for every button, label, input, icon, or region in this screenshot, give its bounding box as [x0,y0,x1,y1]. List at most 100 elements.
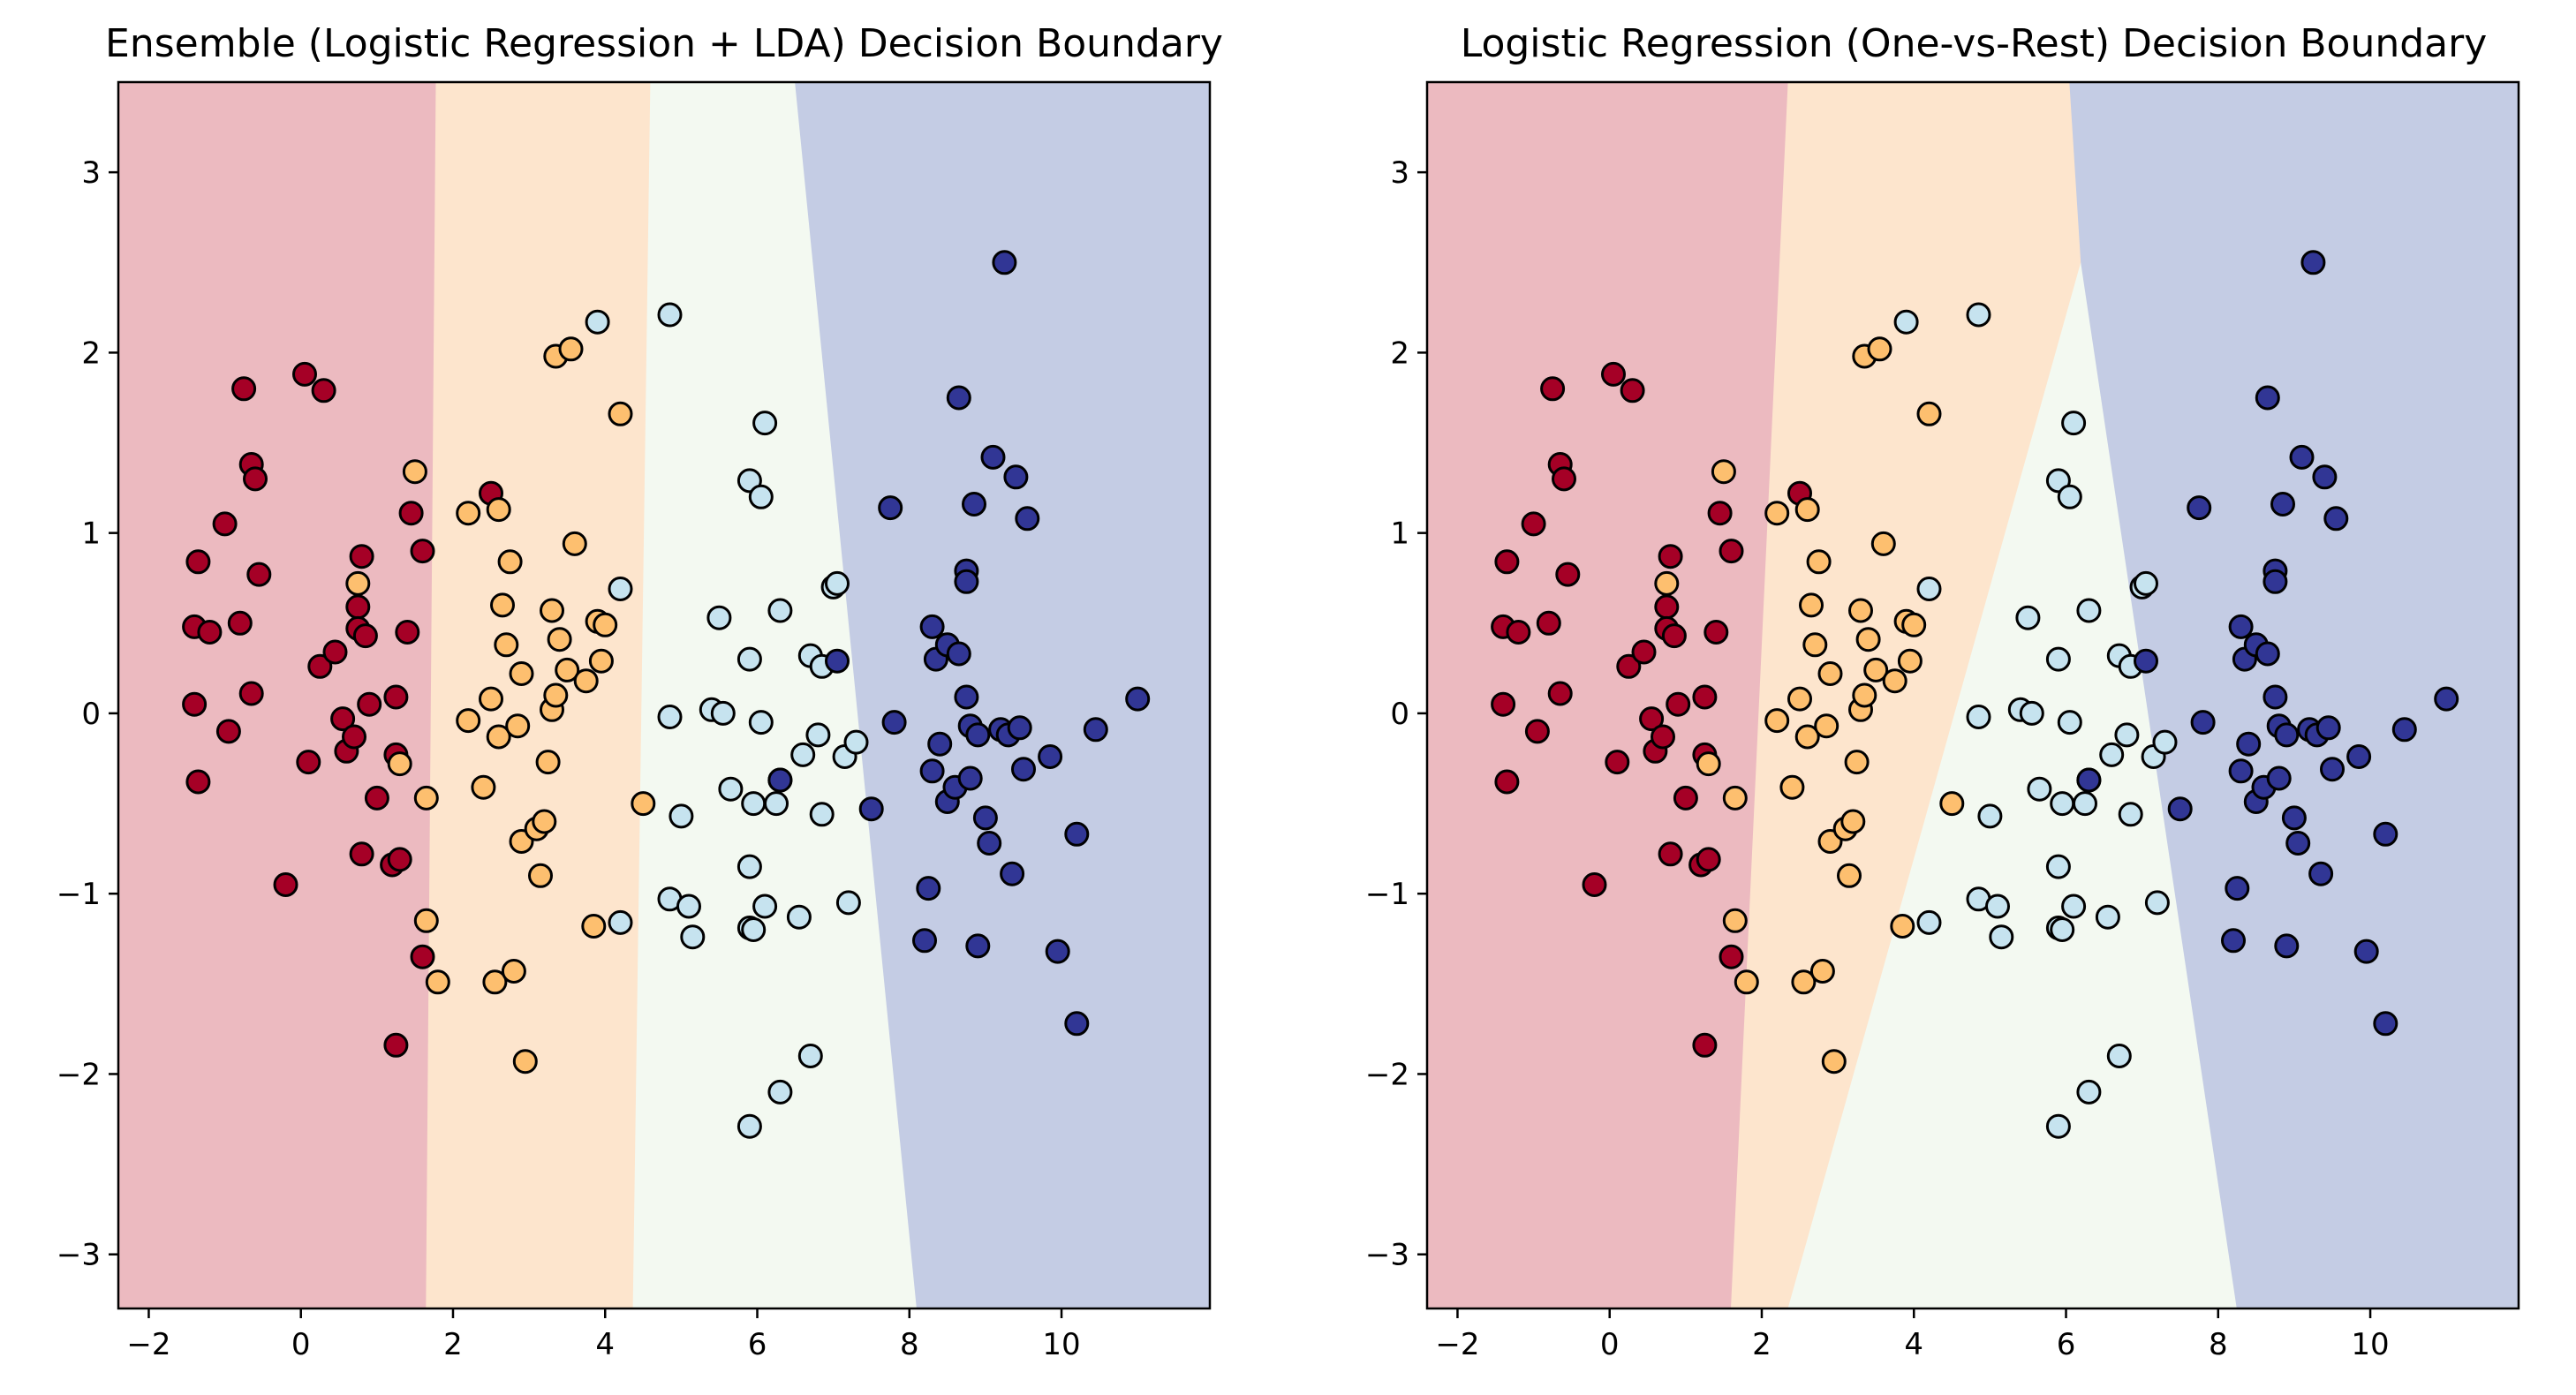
scatter-point-class-1 [1722,785,1748,811]
scatter-point-class-0 [215,719,241,744]
scatter-point-class-1 [413,908,439,933]
scatter-point-class-2 [2050,791,2075,817]
scatter-point-class-2 [669,803,694,829]
scatter-point-class-3 [2308,861,2334,886]
scatter-point-class-3 [965,933,991,959]
scatter-point-class-3 [878,495,903,521]
scatter-point-class-3 [2289,444,2315,470]
scatter-point-class-2 [2144,890,2170,916]
scatter-point-class-3 [946,641,971,667]
scatter-point-class-3 [954,684,979,710]
scatter-point-class-0 [296,750,321,775]
scatter-point-class-0 [1639,706,1665,732]
scatter-point-class-3 [2266,765,2292,791]
scatter-point-class-3 [962,492,986,517]
scatter-point-class-0 [1692,684,1718,710]
scatter-point-class-0 [1605,750,1630,775]
scatter-point-class-0 [231,376,257,402]
scatter-point-class-3 [2323,506,2349,532]
scatter-point-class-1 [425,969,450,995]
chart-title: Ensemble (Logistic Regression + LDA) Dec… [105,21,1223,66]
scatter-point-class-1 [1787,686,1812,712]
decision-region-class-1 [426,82,652,1308]
scatter-point-class-0 [1658,544,1683,569]
scatter-point-class-2 [1985,894,2010,919]
y-tick-label: 3 [1390,155,1409,191]
scatter-point-class-1 [1852,682,1877,708]
scatter-point-class-1 [1867,336,1892,362]
y-tick-label: −2 [1365,1057,1409,1092]
scatter-point-class-1 [1916,401,1942,426]
scatter-point-class-0 [383,1032,409,1058]
scatter-point-class-3 [2373,1011,2398,1037]
scatter-point-class-2 [737,1113,762,1139]
scatter-point-class-0 [243,466,268,492]
scatter-point-class-1 [1863,657,1889,682]
scatter-point-class-2 [657,705,683,729]
scatter-point-class-3 [2391,717,2417,743]
scatter-point-class-3 [1015,506,1040,532]
scatter-point-class-1 [486,724,511,750]
scatter-point-class-2 [657,302,683,328]
y-tick-label: 1 [81,517,101,552]
scatter-point-class-0 [1620,378,1645,403]
scatter-point-class-3 [954,569,979,594]
x-tick-label: 0 [291,1327,311,1362]
scatter-point-class-3 [1125,686,1151,712]
x-tick-label: 2 [443,1327,463,1362]
scatter-point-class-2 [2027,776,2052,802]
scatter-point-class-3 [2221,928,2246,954]
scatter-point-class-3 [2134,648,2158,674]
scatter-point-class-0 [1719,539,1744,564]
scatter-point-class-1 [1696,751,1721,777]
scatter-point-class-2 [2061,894,2087,919]
scatter-point-class-1 [1840,809,1866,834]
scatter-point-class-2 [767,1079,793,1105]
scatter-point-class-0 [1673,785,1698,811]
scatter-point-class-3 [767,767,793,793]
scatter-point-class-0 [307,653,333,679]
scatter-point-class-2 [2095,904,2120,930]
scatter-point-class-0 [387,847,412,872]
scatter-point-class-0 [322,639,348,665]
plot-area [118,82,1210,1308]
scatter-point-class-2 [2045,854,2071,879]
scatter-point-class-3 [2274,722,2300,748]
scatter-point-class-2 [797,1044,823,1068]
scatter-point-class-0 [1658,841,1683,867]
scatter-point-class-1 [581,914,607,939]
y-tick-label: 1 [1390,517,1409,552]
scatter-point-class-2 [1966,302,1991,328]
scatter-point-class-0 [212,511,238,537]
scatter-point-class-2 [1916,909,1942,935]
scatter-point-class-0 [246,562,272,587]
scatter-point-class-3 [2353,939,2379,964]
scatter-point-class-3 [2434,686,2459,712]
scatter-point-class-2 [2118,802,2143,827]
scatter-point-class-3 [2236,731,2262,757]
scatter-point-class-1 [1802,632,1828,658]
scatter-point-class-3 [919,758,945,784]
scatter-point-class-0 [383,684,409,710]
scatter-point-class-3 [1064,821,1090,847]
chart-title: Logistic Regression (One-vs-Rest) Decisi… [1461,21,2488,66]
scatter-point-class-2 [786,904,812,930]
scatter-point-class-1 [532,809,557,834]
scatter-point-class-3 [1011,757,1036,782]
x-tick-label: 10 [1042,1327,1080,1362]
decision-region-class-0 [118,82,437,1308]
scatter-point-class-0 [197,620,223,645]
scatter-point-class-0 [1536,610,1561,636]
scatter-point-class-2 [2057,710,2082,735]
scatter-point-class-0 [395,620,420,645]
scatter-point-class-1 [505,713,531,739]
scatter-point-class-1 [512,1049,538,1075]
scatter-point-class-2 [2073,791,2097,817]
scatter-point-class-2 [2019,700,2044,726]
scatter-point-class-2 [1893,309,1919,335]
x-tick-label: 8 [2209,1327,2228,1362]
scatter-point-class-1 [387,751,412,777]
scatter-point-class-2 [2076,598,2102,623]
scatter-point-class-2 [737,646,762,672]
scatter-point-class-2 [1916,577,1942,601]
